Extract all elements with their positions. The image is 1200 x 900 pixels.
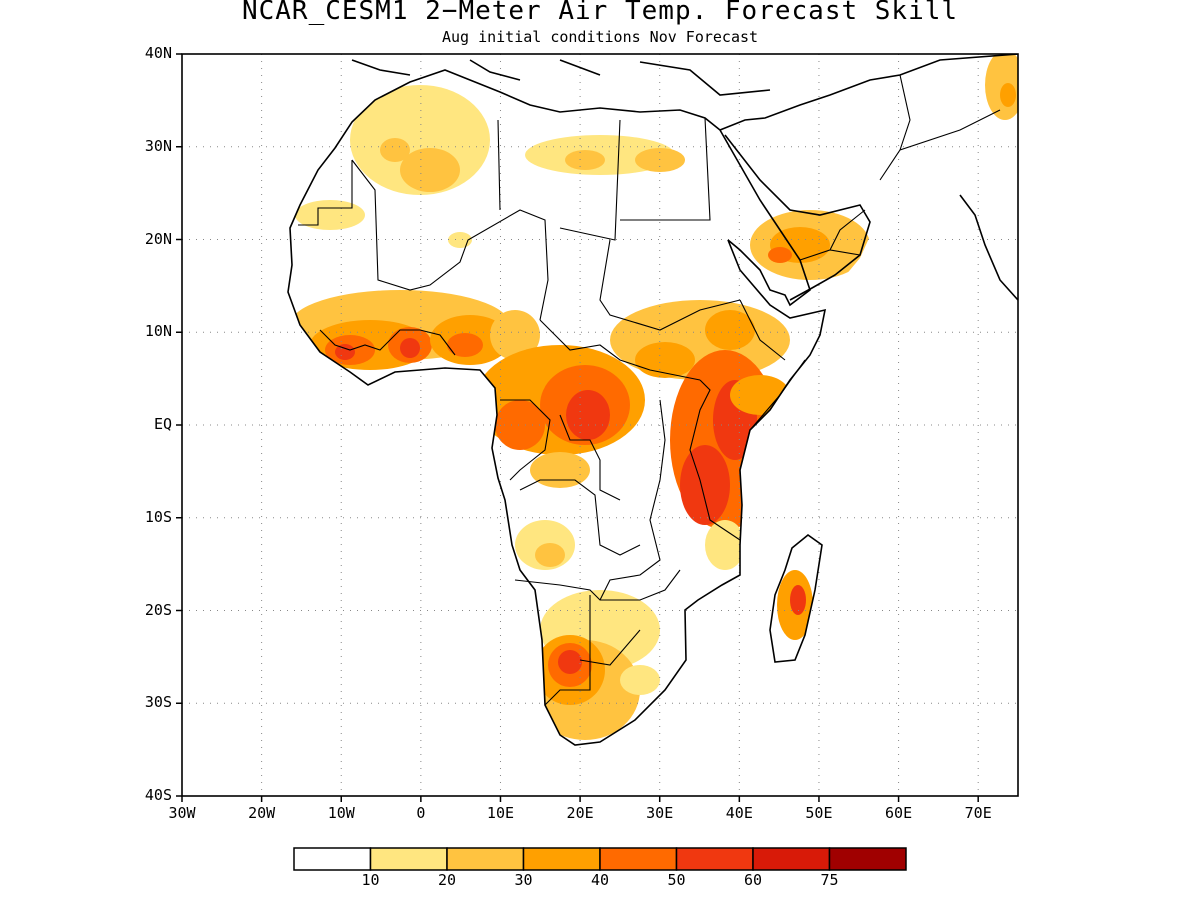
lat-label: 20S (144, 600, 172, 619)
colorbar-label: 30 (514, 871, 533, 889)
colorbar-swatch (522, 847, 601, 871)
skill-patch (400, 338, 420, 358)
colorbar-swatch (599, 847, 678, 871)
lon-label: 20W (248, 804, 276, 822)
lat-label: 40N (144, 44, 172, 62)
colorbar-swatch (752, 847, 831, 871)
skill-patch (566, 390, 610, 440)
lat-label: 40S (144, 786, 172, 804)
lon-label: 70E (964, 804, 992, 822)
lon-label: 20E (566, 804, 594, 822)
colorbar-label: 10 (361, 871, 380, 889)
lon-label: 10E (486, 804, 515, 822)
lat-label: EQ (153, 415, 172, 433)
lon-label: 40E (725, 804, 753, 822)
skill-patch (505, 373, 545, 397)
colorbar-swatch (828, 847, 907, 871)
skill-patch (558, 650, 582, 674)
lat-label: 20N (144, 229, 172, 248)
colorbar-label: 20 (437, 871, 457, 889)
skill-patch (535, 543, 565, 567)
coastlines (287, 54, 1018, 746)
lon-label: 50E (805, 804, 833, 822)
skill-patch (635, 342, 695, 378)
lon-label: 60E (885, 804, 913, 822)
lon-label: 30W (168, 804, 196, 822)
skill-patch (530, 452, 590, 488)
colorbar-label: 50 (667, 871, 686, 889)
skill-patch (790, 585, 806, 615)
lat-label: 10N (144, 322, 172, 341)
skill-patch (380, 138, 410, 162)
colorbar-label: 75 (820, 871, 839, 889)
skill-patch (495, 400, 545, 450)
skill-patch (705, 310, 755, 350)
map-subtitle: Aug initial conditions Nov Forecast (441, 28, 759, 46)
skill-patch (565, 150, 605, 170)
skill-patch (490, 310, 540, 360)
colorbar-label: 60 (743, 871, 763, 889)
skill-patch (447, 333, 483, 357)
skill-patch (1000, 83, 1016, 107)
lat-label: 10S (144, 507, 172, 526)
colorbar-swatch (675, 847, 754, 871)
map-title: NCAR_CESM1 2−Meter Air Temp. Forecast Sk… (241, 0, 959, 26)
colorbar-label: 40 (590, 871, 610, 889)
lat-label: 30N (144, 136, 172, 155)
skill-patch (335, 344, 355, 360)
lon-label: 30E (646, 804, 674, 822)
colorbar-swatch (293, 847, 372, 871)
colorbar (293, 847, 907, 871)
skill-patch (400, 148, 460, 192)
skill-patch (620, 665, 660, 695)
skill-patch (680, 445, 730, 525)
colorbar-swatch (369, 847, 448, 871)
lon-label: 0 (416, 804, 426, 822)
lat-label: 30S (144, 693, 172, 712)
skill-patch (768, 247, 792, 263)
lon-label: 10W (327, 804, 355, 822)
colorbar-swatch (446, 847, 525, 871)
map-frame (181, 53, 1019, 797)
skill-patch (705, 520, 745, 570)
country-borders (298, 74, 1001, 706)
